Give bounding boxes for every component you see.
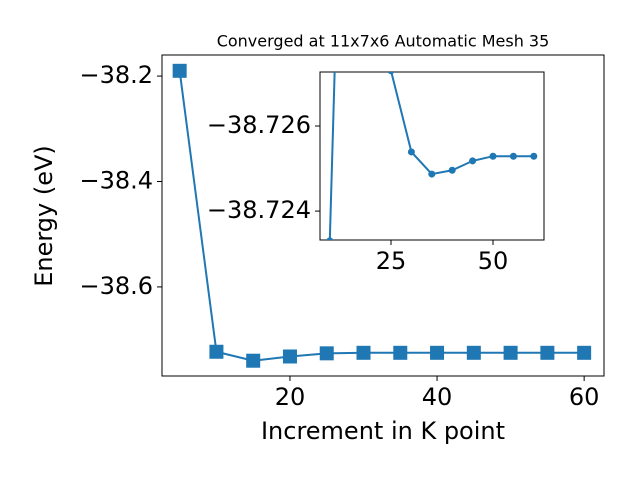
marker [393,345,408,360]
plot-area [326,72,538,240]
x-axis-label: Increment in K point [261,417,505,445]
marker [469,157,477,165]
marker [489,152,497,160]
x-tick-label: 20 [275,383,306,411]
x-tick-label: 60 [569,383,600,411]
marker [466,345,481,360]
y-tick-label: −38.724 [207,196,311,224]
marker [319,346,334,361]
marker [282,349,297,364]
marker [209,344,224,359]
y-tick-label: −38.2 [79,61,153,89]
y-tick-label: −38.6 [79,272,153,300]
marker [326,237,334,240]
y-axis-label: Energy (eV) [30,145,58,287]
x-tick-label: 50 [478,247,509,275]
marker [246,353,261,368]
marker [407,148,415,156]
marker [448,166,456,174]
marker [387,72,395,75]
x-tick-label: 40 [422,383,453,411]
marker [172,63,187,78]
marker [530,152,538,160]
x-tick-label: 25 [376,247,407,275]
y-tick-label: −38.4 [79,167,153,195]
marker [577,345,592,360]
marker [430,345,445,360]
chart-title: Converged at 11x7x6 Automatic Mesh 35 [217,32,550,51]
marker [356,345,371,360]
y-tick-label: −38.726 [207,111,311,139]
marker [540,345,555,360]
marker [428,170,436,178]
marker [509,152,517,160]
plot-area [172,63,592,368]
marker [503,345,518,360]
